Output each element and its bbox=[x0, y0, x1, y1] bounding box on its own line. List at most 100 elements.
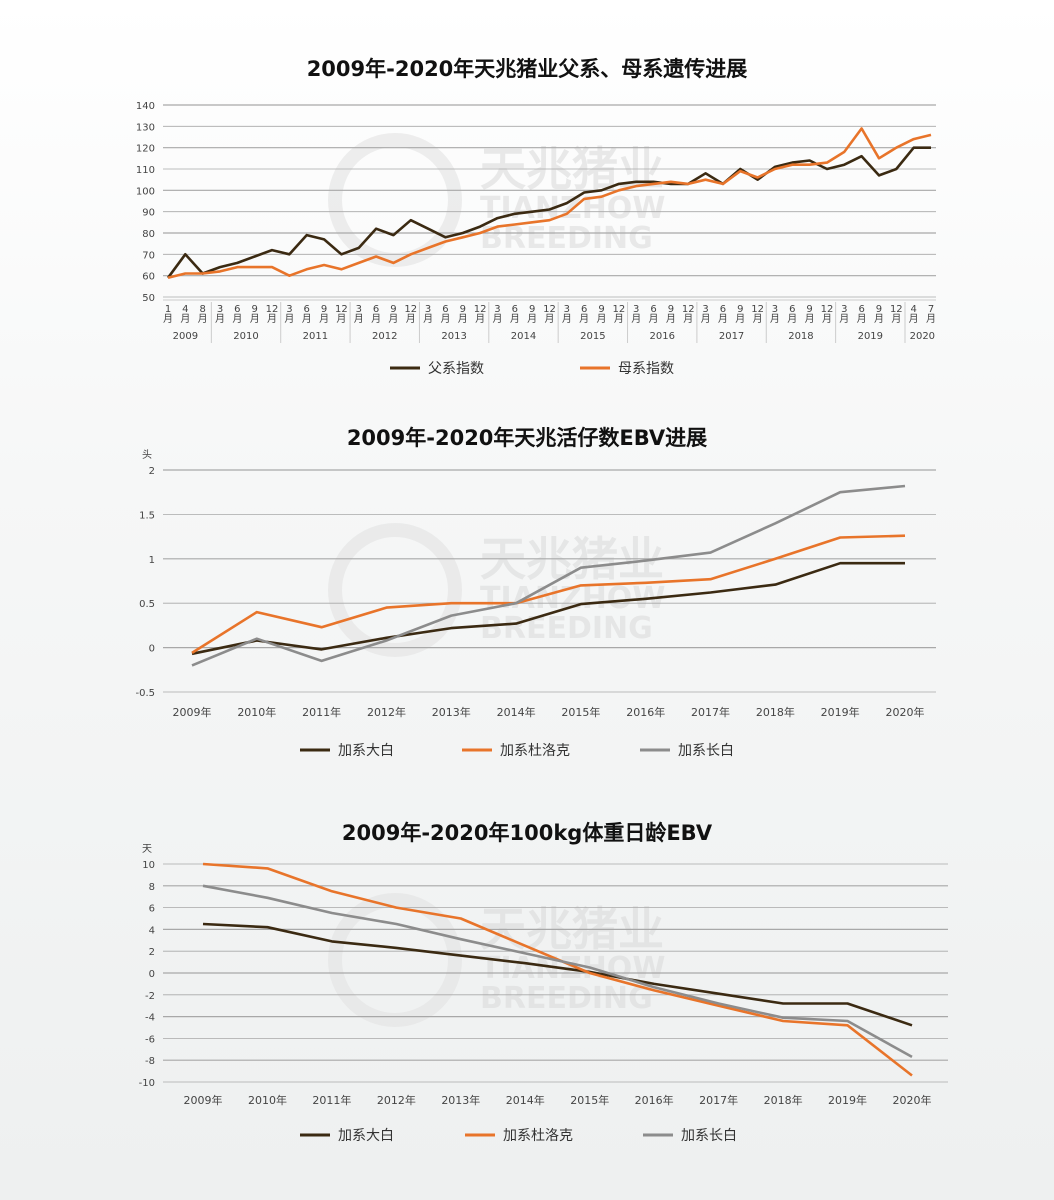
x-tick-unit: 月 bbox=[891, 313, 901, 325]
y-tick-label: 0 bbox=[149, 969, 155, 980]
watermark-en2: BREEDING bbox=[480, 981, 653, 1016]
x-tick-label: 9 bbox=[876, 304, 882, 315]
x-tick-label: 1 bbox=[165, 304, 171, 315]
x-tick-label: 2012年 bbox=[377, 1093, 416, 1107]
x-tick-label: 2013年 bbox=[432, 705, 471, 719]
x-tick-unit: 月 bbox=[909, 313, 919, 325]
legend-label: 加系大白 bbox=[338, 1128, 394, 1144]
y-tick-label: 4 bbox=[149, 925, 155, 936]
x-tick-label: 6 bbox=[234, 304, 240, 315]
x-tick-unit: 月 bbox=[666, 313, 676, 325]
chart-3: 2009年-2020年100kg体重日龄EBV 天 -10 -8 -6 -4 -2 0 2 4 6 8… bbox=[139, 821, 948, 1144]
x-year-label: 2014 bbox=[511, 331, 536, 342]
legend-item: 加系长白 bbox=[640, 743, 734, 759]
y-tick-label: 80 bbox=[142, 229, 155, 240]
x-tick-label: 9 bbox=[598, 304, 604, 315]
x-tick-unit: 月 bbox=[475, 313, 485, 325]
x-tick-label: 6 bbox=[304, 304, 310, 315]
x-year-label: 2015 bbox=[580, 331, 605, 342]
x-tick-unit: 月 bbox=[649, 313, 659, 325]
x-tick-label: 2015年 bbox=[561, 705, 600, 719]
series-line-1 bbox=[191, 561, 905, 656]
x-tick-unit: 月 bbox=[597, 313, 607, 325]
x-tick-label: 3 bbox=[356, 304, 362, 315]
x-tick-label: 6 bbox=[512, 304, 518, 315]
x-tick-label: 2010年 bbox=[237, 705, 276, 719]
x-tick-unit: 月 bbox=[354, 313, 364, 325]
x-tick-label: 12 bbox=[404, 304, 417, 315]
x-tick-unit: 月 bbox=[284, 313, 294, 325]
y-unit: 头 bbox=[142, 449, 152, 461]
x-tick-unit: 月 bbox=[215, 313, 225, 325]
legend-label: 加系大白 bbox=[338, 743, 394, 759]
x-tick-label: 3 bbox=[772, 304, 778, 315]
x-tick-label: 6 bbox=[650, 304, 656, 315]
x-tick-unit: 月 bbox=[250, 313, 260, 325]
x-tick-label: 3 bbox=[217, 304, 223, 315]
x-tick-label: 3 bbox=[425, 304, 431, 315]
y-tick-label: -0.5 bbox=[135, 688, 155, 699]
y-unit: 天 bbox=[142, 844, 152, 855]
x-tick-label: 9 bbox=[806, 304, 812, 315]
x-year-label: 2020 bbox=[910, 331, 935, 342]
x-tick-label: 2009年 bbox=[173, 705, 212, 719]
series-line-1 bbox=[166, 146, 931, 279]
x-tick-unit: 月 bbox=[180, 313, 190, 325]
x-year-label: 2019 bbox=[858, 331, 883, 342]
x-tick-label: 12 bbox=[612, 304, 625, 315]
legend-item: 加系杜洛克 bbox=[465, 1128, 573, 1144]
x-tick-label: 2015年 bbox=[570, 1093, 609, 1107]
x-tick-label: 8 bbox=[199, 304, 205, 315]
x-tick-unit: 月 bbox=[336, 313, 346, 325]
x-tick-unit: 月 bbox=[579, 313, 589, 325]
x-tick-label: 12 bbox=[890, 304, 903, 315]
x-tick-label: 9 bbox=[460, 304, 466, 315]
series-line-2 bbox=[191, 534, 906, 655]
x-year-label: 2012 bbox=[372, 331, 397, 342]
x-tick-label: 3 bbox=[841, 304, 847, 315]
x-tick-label: 2014年 bbox=[506, 1093, 545, 1107]
y-tick-label: 0.5 bbox=[139, 599, 155, 610]
x-tick-label: 2013年 bbox=[441, 1093, 480, 1107]
y-tick-label: -2 bbox=[145, 991, 155, 1002]
y-tick-label: 2 bbox=[149, 947, 155, 958]
x-tick-unit: 月 bbox=[614, 313, 624, 325]
x-tick-label: 2010年 bbox=[248, 1093, 287, 1107]
y-tick-label: -10 bbox=[139, 1078, 155, 1089]
x-tick-unit: 月 bbox=[163, 313, 173, 325]
legend-item: 加系杜洛克 bbox=[462, 743, 570, 759]
legend-item: 加系大白 bbox=[300, 743, 394, 759]
legend-item: 加系大白 bbox=[300, 1128, 394, 1144]
legend-label: 父系指数 bbox=[428, 361, 484, 377]
x-tick-unit: 月 bbox=[787, 313, 797, 325]
x-tick-label: 3 bbox=[564, 304, 570, 315]
chart-1: 2009年-2020年天兆猪业父系、母系遗传进展 50 60 70 80 90 100 110… bbox=[136, 57, 936, 377]
y-tick-label: 0 bbox=[149, 644, 155, 655]
y-tick-label: 1 bbox=[149, 555, 155, 566]
y-tick-label: 100 bbox=[136, 186, 155, 197]
x-tick-unit: 月 bbox=[406, 313, 416, 325]
x-tick-label: 3 bbox=[494, 304, 500, 315]
x-tick-unit: 月 bbox=[857, 313, 867, 325]
x-tick-label: 2017年 bbox=[691, 705, 730, 719]
x-tick-label: 2014年 bbox=[497, 705, 536, 719]
x-tick-unit: 月 bbox=[232, 313, 242, 325]
x-year-label: 2017 bbox=[719, 331, 744, 342]
x-tick-unit: 月 bbox=[198, 313, 208, 325]
chart-title: 2009年-2020年天兆活仔数EBV进展 bbox=[347, 426, 707, 450]
x-tick-label: 2017年 bbox=[699, 1093, 738, 1107]
chart-title: 2009年-2020年100kg体重日龄EBV bbox=[342, 821, 713, 845]
x-tick-label: 12 bbox=[474, 304, 487, 315]
x-tick-unit: 月 bbox=[371, 313, 381, 325]
x-tick-label: 4 bbox=[182, 304, 188, 315]
x-tick-label: 2011年 bbox=[312, 1093, 351, 1107]
x-tick-label: 6 bbox=[858, 304, 864, 315]
x-tick-label: 6 bbox=[373, 304, 379, 315]
y-tick-label: 110 bbox=[136, 165, 155, 176]
x-tick-label: 12 bbox=[335, 304, 348, 315]
x-tick-label: 2009年 bbox=[184, 1093, 223, 1107]
y-tick-label: 10 bbox=[142, 860, 155, 871]
x-tick-label: 2016年 bbox=[626, 705, 665, 719]
x-year-label: 2018 bbox=[788, 331, 813, 342]
